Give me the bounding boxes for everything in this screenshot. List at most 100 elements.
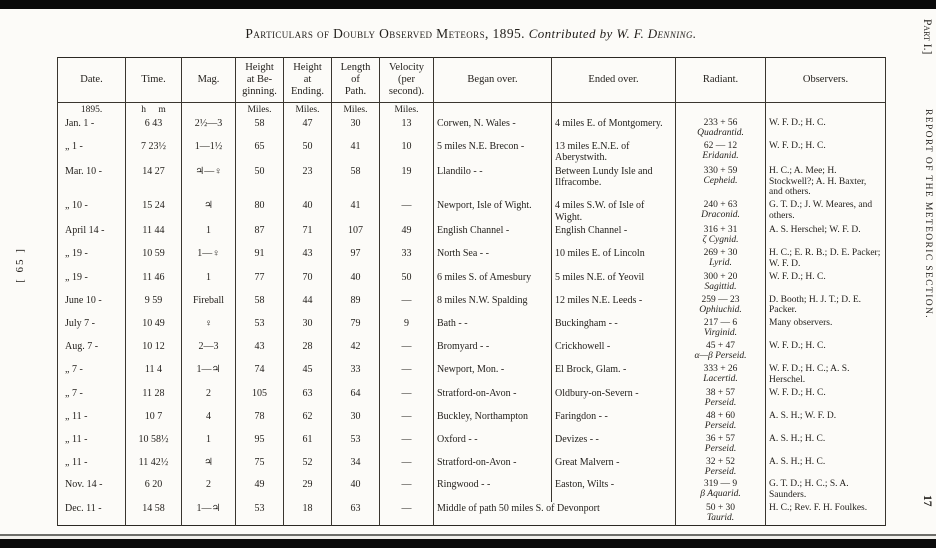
unit-miles-end: Miles.	[283, 102, 332, 118]
cell-vel: —	[379, 363, 434, 387]
cell-ended: Oldbury-on-Severn -	[551, 386, 676, 410]
table-row: Nov. 14 -6 20 2 49 29 40— Ringwood - - Easton,…	[57, 478, 886, 503]
scanned-page: [ 65 ] Part I.] REPORT OF THE METEORIC S…	[0, 9, 936, 534]
cell-len: 53	[331, 432, 380, 456]
cell-mag: 1—♃	[181, 363, 236, 387]
cell-vel: 33	[379, 246, 434, 271]
table-row: Dec. 11 -14 58 1—♃ 53 18 63— Middle of path 5…	[57, 502, 886, 526]
cell-ended: 4 miles E. of Montgomery.	[551, 117, 676, 140]
cell-vel: 9	[379, 317, 434, 341]
radiant-coordinates: 269 + 30	[703, 247, 738, 258]
cell-len: 30	[331, 117, 380, 140]
radiant-shower-name: Ophiuchid.	[699, 304, 742, 315]
cell-he: 61	[283, 432, 332, 456]
radiant-shower-name: α—β Perseid.	[694, 351, 747, 362]
cell-mag: ♀	[181, 317, 236, 341]
table-row: „ 19 -10 59 1—♀ 91 43 97 33 North Sea - -10 mi…	[57, 246, 886, 271]
table-row: April 14 -11 44 1 87 71 107 49 English Channel…	[57, 224, 886, 247]
cell-mag: 2½—3	[181, 117, 236, 140]
radiant-coordinates: 330 + 59	[703, 165, 738, 176]
cell-hb: 78	[235, 409, 284, 433]
cell-len: 40	[331, 270, 380, 294]
cell-observers: W. F. D.; H. C.	[765, 340, 886, 364]
cell-date: July 7 -	[57, 317, 126, 341]
cell-radiant: 48 + 60 Perseid.	[675, 409, 766, 433]
radiant-shower-name: Draconid.	[701, 210, 740, 221]
cell-ended: Great Malvern -	[551, 455, 676, 479]
cell-time: 10 12	[125, 340, 182, 364]
table-row: „ 11 -10 58½ 1 95 61 53— Oxford - - Devizes - …	[57, 432, 886, 456]
cell-began: Bath - -	[433, 317, 552, 341]
cell-observers: A. S. Herschel; W. F. D.	[765, 224, 886, 247]
radiant-coordinates: 259 — 23	[701, 294, 740, 305]
cell-he: 28	[283, 340, 332, 364]
cell-time: 10 58½	[125, 432, 182, 456]
cell-radiant: 240 + 63 Draconid.	[675, 199, 766, 224]
unit-observers	[765, 102, 886, 118]
header-height-beginning: Height at Be- ginning.	[235, 57, 284, 104]
cell-date: April 14 -	[57, 224, 126, 247]
radiant-coordinates: 50 + 30	[705, 503, 736, 514]
cell-mag: ♃	[181, 199, 236, 224]
cell-vel: —	[379, 455, 434, 479]
header-height-ending: Height at Ending.	[283, 57, 332, 104]
radiant-shower-name: Sagittid.	[704, 281, 737, 292]
cell-ended: 5 miles N.E. of Yeovil	[551, 270, 676, 294]
cell-he: 50	[283, 139, 332, 165]
cell-began: Newport, Mon. -	[433, 363, 552, 387]
cell-observers: G. T. D.; J. W. Meares, and others.	[765, 199, 886, 224]
cell-hb: 53	[235, 317, 284, 341]
cell-date: June 10 -	[57, 293, 126, 318]
unit-time: h m	[125, 102, 182, 118]
radiant-coordinates: 333 + 26	[703, 364, 738, 375]
cell-time: 10 49	[125, 317, 182, 341]
cell-observers: W. F. D.; H. C.; A. S. Herschel.	[765, 363, 886, 387]
cell-he: 18	[283, 502, 332, 526]
cell-len: 34	[331, 455, 380, 479]
table-row: Aug. 7 -10 12 2—3 43 28 42— Bromyard - - Crick…	[57, 340, 886, 364]
cell-mag: 1	[181, 224, 236, 247]
cell-time: 14 27	[125, 164, 182, 200]
cell-began: North Sea - -	[433, 246, 552, 271]
table-row: „ 11 -10 7 4 78 62 30— Buckley, Northampton Fa…	[57, 409, 886, 433]
radiant-shower-name: β Aquarid.	[700, 489, 741, 500]
cell-hb: 58	[235, 117, 284, 140]
cell-began: 5 miles N.E. Brecon -	[433, 139, 552, 165]
radiant-coordinates: 45 + 47	[705, 341, 736, 352]
cell-radiant: 38 + 57 Perseid.	[675, 386, 766, 410]
radiant-shower-name: Cepheid.	[703, 175, 738, 186]
unit-ended	[551, 102, 676, 118]
unit-miles-length: Miles.	[331, 102, 380, 118]
cell-ended: Crickhowell -	[551, 340, 676, 364]
header-time: Time.	[125, 57, 182, 104]
cell-vel: —	[379, 199, 434, 224]
radiant-coordinates: 240 + 63	[703, 200, 738, 211]
title-contributed-by: Contributed by	[528, 26, 613, 41]
meteor-observations-table: Date. Time. Mag. Height at Be- ginning. …	[57, 57, 886, 527]
cell-vel: —	[379, 409, 434, 433]
cell-mag: 1—♃	[181, 502, 236, 526]
cell-began: Llandilo - -	[433, 164, 552, 200]
cell-len: 33	[331, 363, 380, 387]
unit-year: 1895.	[57, 102, 126, 118]
table-row: „ 11 -11 42½ ♃ 75 52 34— Stratford-on-Avon -G…	[57, 455, 886, 479]
cell-time: 6 20	[125, 478, 182, 503]
cell-began: English Channel -	[433, 224, 552, 247]
cell-date: „ 19 -	[57, 270, 126, 294]
cell-mag: 1—♀	[181, 246, 236, 271]
cell-len: 107	[331, 224, 380, 247]
cell-ended: 4 miles S.W. of Isle of Wight.	[551, 199, 676, 224]
cell-mag: 4	[181, 409, 236, 433]
radiant-shower-name: Eridanid.	[702, 150, 739, 161]
cell-observers: G. T. D.; H. C.; S. A. Saunders.	[765, 478, 886, 503]
title-main: Particulars of Doubly Observed Meteors, …	[245, 26, 525, 41]
cell-began: Buckley, Northampton	[433, 409, 552, 433]
cell-len: 79	[331, 317, 380, 341]
cell-observers: D. Booth; H. J. T.; D. E. Packer.	[765, 293, 886, 318]
header-observers: Observers.	[765, 57, 886, 104]
cell-ended: 12 miles N.E. Leeds -	[551, 293, 676, 318]
cell-hb: 105	[235, 386, 284, 410]
cell-he: 52	[283, 455, 332, 479]
cell-vel: —	[379, 432, 434, 456]
